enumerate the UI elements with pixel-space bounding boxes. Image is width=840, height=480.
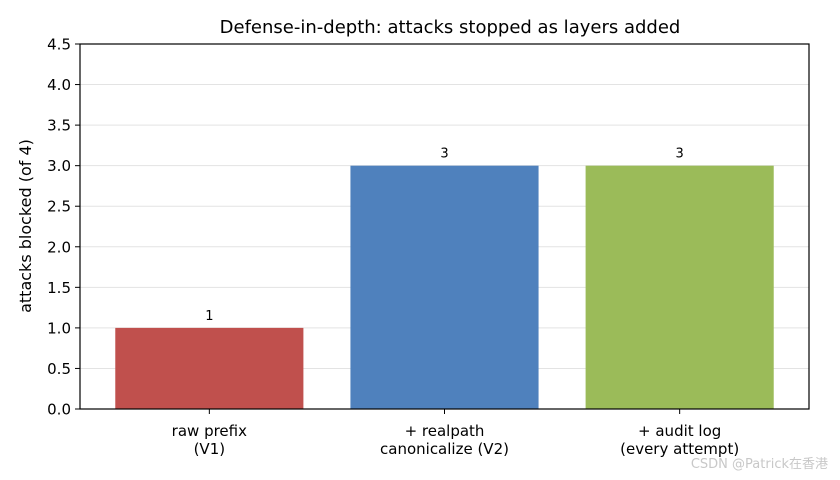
bar <box>350 165 539 409</box>
y-tick-label: 2.0 <box>47 238 71 256</box>
bar <box>585 165 774 409</box>
chart-title: Defense-in-depth: attacks stopped as lay… <box>220 17 681 38</box>
y-tick-label: 3.5 <box>47 117 71 135</box>
data-label: 3 <box>676 147 684 162</box>
data-label: 1 <box>205 309 213 324</box>
x-tick-label: + realpath <box>405 422 485 440</box>
y-tick-label: 3.0 <box>47 157 71 175</box>
y-axis-label: attacks blocked (of 4) <box>16 139 35 313</box>
y-axis: 0.0 0.5 1.0 1.5 2.0 2.5 3.0 3.5 4.0 4.5 <box>47 36 80 419</box>
x-tick-label: + audit log <box>638 422 721 440</box>
y-tick-label: 0.5 <box>47 360 71 378</box>
data-label: 3 <box>440 147 448 162</box>
y-tick-label: 1.5 <box>47 279 71 297</box>
y-tick-label: 4.0 <box>47 76 71 94</box>
x-tick-label: canonicalize (V2) <box>380 440 509 458</box>
y-tick-label: 4.5 <box>47 36 71 54</box>
x-tick-label: raw prefix <box>172 422 247 440</box>
watermark: CSDN @Patrick在香港 <box>690 457 828 472</box>
x-tick-label: (every attempt) <box>620 440 739 458</box>
bars: 1 3 3 <box>115 147 774 409</box>
x-tick-label: (V1) <box>194 440 226 458</box>
y-tick-label: 1.0 <box>47 319 71 337</box>
y-tick-label: 0.0 <box>47 401 71 419</box>
bar <box>115 327 304 409</box>
y-tick-label: 2.5 <box>47 198 71 216</box>
